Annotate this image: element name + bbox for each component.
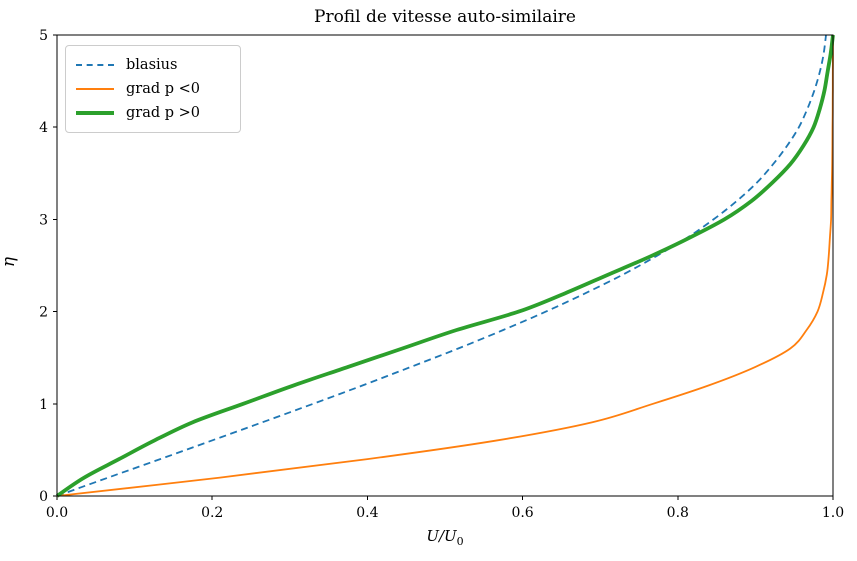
legend-item-grad-p-pos: grad p >0 — [76, 101, 230, 125]
x-axis-label-sub: 0 — [456, 535, 464, 548]
curve-blasius — [56, 34, 827, 497]
x-tick-label: 1.0 — [822, 505, 844, 521]
legend-label: grad p >0 — [126, 105, 201, 121]
legend-label: blasius — [126, 57, 178, 73]
legend: blasius grad p <0 grad p >0 — [65, 45, 241, 133]
chart-title: Profil de vitesse auto-similaire — [314, 7, 576, 27]
y-tick-label: 0 — [39, 489, 48, 505]
y-tick-label: 5 — [39, 28, 48, 44]
y-tick-label: 4 — [39, 120, 48, 136]
y-tick-label: 2 — [39, 305, 48, 321]
plot-border — [56, 34, 834, 497]
curve-grad-p-pos — [55, 34, 835, 498]
legend-item-grad-p-neg: grad p <0 — [76, 77, 230, 101]
x-tick-label: 0.6 — [511, 505, 533, 521]
x-tick-label: 0.0 — [46, 505, 68, 521]
x-tick-label: 0.8 — [667, 505, 689, 521]
legend-line-sample-grad-p-pos — [76, 111, 114, 115]
y-tick-label: 1 — [39, 397, 48, 413]
legend-label: grad p <0 — [126, 81, 201, 97]
y-tick-label: 3 — [39, 212, 48, 228]
x-axis-label: U/U0 — [57, 527, 833, 548]
legend-line-sample-grad-p-neg — [76, 88, 114, 90]
x-tick-label: 0.4 — [356, 505, 378, 521]
legend-line-sample-blasius — [76, 64, 114, 66]
x-tick-label: 0.2 — [201, 505, 223, 521]
y-axis-label: η — [0, 256, 20, 268]
legend-item-blasius: blasius — [76, 53, 230, 77]
x-axis-label-main: U/U — [426, 527, 457, 545]
